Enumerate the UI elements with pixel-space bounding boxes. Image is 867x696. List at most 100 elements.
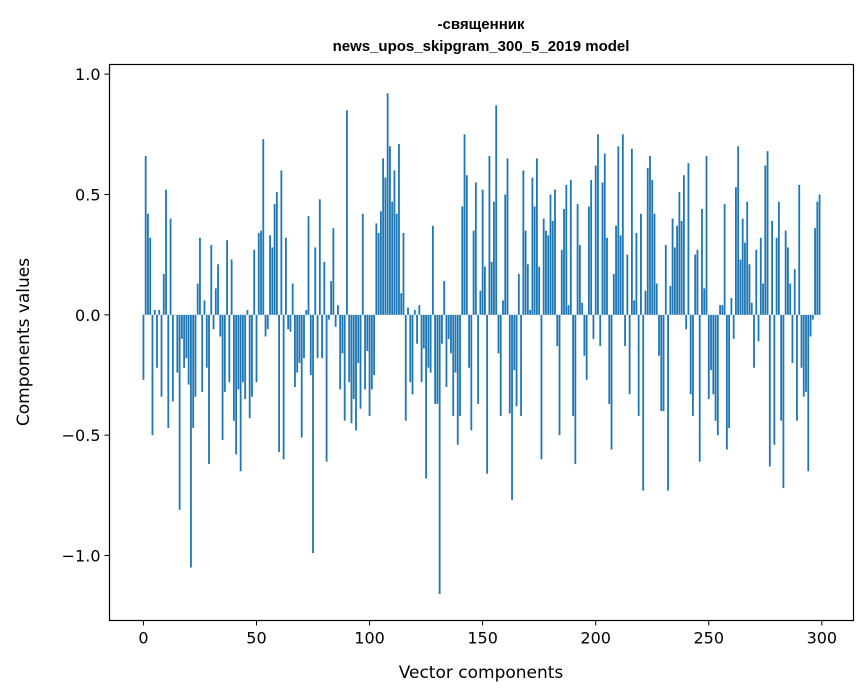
bar [474, 182, 477, 315]
bar [678, 192, 681, 315]
bar [422, 314, 425, 349]
bar [554, 189, 556, 315]
bar [633, 300, 636, 315]
bar [750, 302, 753, 315]
bar [443, 281, 446, 315]
bar [223, 314, 226, 392]
bar [585, 314, 588, 380]
bar [239, 314, 242, 472]
bar [789, 283, 792, 315]
bar [732, 314, 735, 339]
x-tick-label: 0 [138, 629, 148, 648]
bar [707, 314, 710, 400]
y-axis-ticks: −1.0 −0.5 0.0 0.5 1.0 [62, 65, 110, 566]
bar [628, 314, 631, 395]
bar [330, 281, 333, 315]
bar [671, 218, 674, 315]
bar [447, 314, 450, 339]
bar [416, 314, 418, 344]
bar [576, 204, 579, 315]
bar [705, 155, 708, 315]
bar [560, 249, 563, 315]
bar [389, 146, 391, 315]
bar [624, 314, 626, 347]
bar [615, 225, 617, 315]
bar [658, 314, 660, 356]
bar [192, 314, 195, 428]
bar [325, 314, 328, 462]
bar [341, 314, 344, 354]
bar [646, 168, 649, 315]
bar [359, 314, 362, 409]
bar [327, 314, 330, 320]
bar [465, 175, 468, 315]
bar [431, 225, 434, 315]
chart-title: -священник [438, 16, 525, 33]
bar [379, 211, 382, 315]
bar [180, 314, 183, 339]
bar [156, 314, 158, 368]
bar [766, 151, 769, 315]
bar [536, 158, 538, 315]
bar [737, 146, 740, 315]
bar [642, 314, 645, 491]
bar [280, 170, 283, 315]
bar [407, 307, 409, 315]
bar [260, 230, 262, 315]
x-tick-label: 150 [467, 629, 498, 648]
bar [800, 314, 803, 368]
bar [454, 314, 457, 373]
bar [395, 213, 398, 315]
bar [205, 314, 208, 368]
bar [488, 155, 491, 315]
bar [248, 314, 251, 419]
bar [350, 314, 353, 424]
bar [244, 314, 247, 400]
bar [746, 201, 749, 315]
bar [377, 232, 380, 315]
bar [253, 249, 256, 315]
bar [816, 201, 819, 315]
bar [578, 245, 581, 315]
bar [346, 110, 348, 315]
bar [429, 314, 432, 373]
bar [402, 232, 405, 315]
bar [526, 264, 529, 315]
bar [612, 273, 615, 315]
bar [739, 259, 742, 315]
y-tick-label: 0.5 [75, 185, 100, 204]
bar [339, 314, 342, 390]
bar [644, 290, 647, 315]
bar [499, 314, 502, 416]
bar [748, 264, 751, 315]
bar [502, 300, 504, 315]
bar [617, 146, 620, 315]
bar [470, 314, 473, 431]
x-axis-ticks: 0 50 100 150 200 250 300 [138, 620, 837, 648]
bar [687, 163, 690, 315]
bar [187, 314, 190, 385]
bar [176, 314, 179, 373]
bar [567, 305, 570, 315]
bar [597, 134, 599, 315]
y-tick-label: −0.5 [62, 426, 101, 445]
bar [262, 139, 265, 315]
bar [551, 220, 554, 315]
bar [228, 314, 231, 383]
bar [504, 194, 507, 315]
bar [619, 235, 622, 315]
bar [741, 218, 744, 315]
x-tick-label: 50 [246, 629, 266, 648]
bar [558, 314, 561, 436]
bars-group [142, 93, 821, 595]
bar [375, 223, 378, 315]
bar [479, 290, 482, 315]
bar [158, 310, 161, 315]
bar [472, 230, 475, 315]
bar [725, 314, 728, 450]
bar [531, 177, 534, 315]
bar [409, 314, 412, 383]
bar [545, 230, 547, 315]
bar [621, 134, 624, 315]
